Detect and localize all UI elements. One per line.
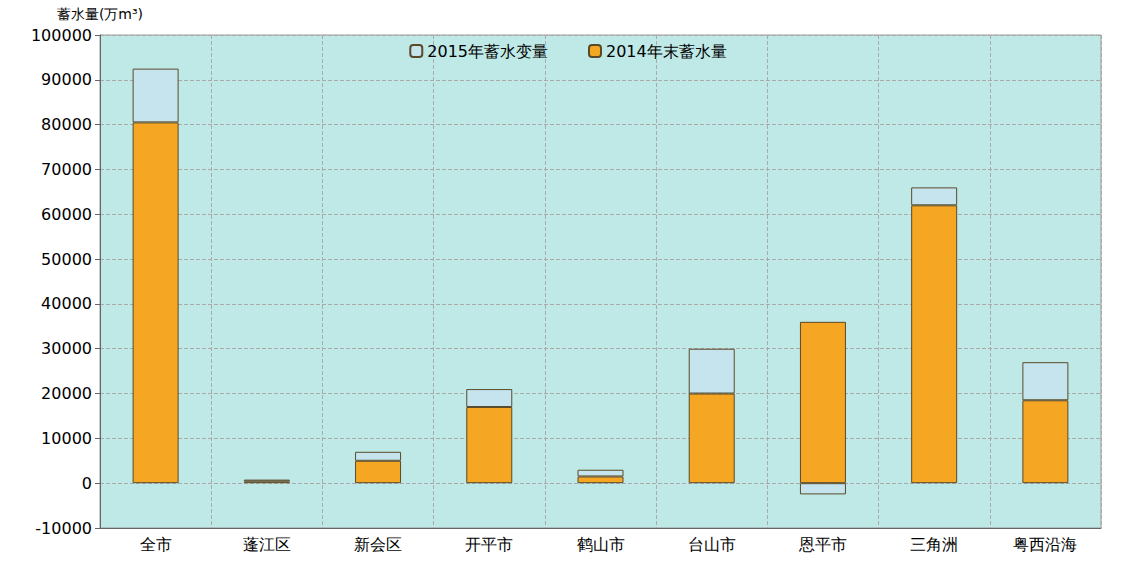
svg-text:40000: 40000 bbox=[41, 294, 92, 313]
svg-text:台山市: 台山市 bbox=[688, 535, 736, 554]
svg-text:60000: 60000 bbox=[41, 205, 92, 224]
svg-text:10000: 10000 bbox=[41, 429, 92, 448]
svg-text:30000: 30000 bbox=[41, 339, 92, 358]
svg-text:开平市: 开平市 bbox=[465, 535, 513, 554]
svg-text:三角洲: 三角洲 bbox=[910, 535, 958, 554]
svg-text:50000: 50000 bbox=[41, 250, 92, 269]
svg-text:恩平市: 恩平市 bbox=[798, 535, 847, 554]
svg-text:鹤山市: 鹤山市 bbox=[577, 535, 625, 554]
svg-text:蓄水量(万m³): 蓄水量(万m³) bbox=[57, 6, 143, 22]
svg-text:100000: 100000 bbox=[31, 26, 92, 45]
svg-text:0: 0 bbox=[82, 474, 92, 493]
svg-text:全市: 全市 bbox=[140, 535, 172, 554]
svg-text:80000: 80000 bbox=[41, 115, 92, 134]
svg-text:-10000: -10000 bbox=[35, 519, 92, 538]
svg-text:2014年末蓄水量: 2014年末蓄水量 bbox=[606, 42, 727, 61]
svg-text:70000: 70000 bbox=[41, 160, 92, 179]
svg-text:20000: 20000 bbox=[41, 384, 92, 403]
svg-text:90000: 90000 bbox=[41, 70, 92, 89]
svg-text:蓬江区: 蓬江区 bbox=[243, 535, 291, 554]
svg-text:2015年蓄水变量: 2015年蓄水变量 bbox=[427, 42, 548, 61]
svg-text:粤西沿海: 粤西沿海 bbox=[1013, 535, 1077, 554]
svg-text:新会区: 新会区 bbox=[354, 535, 402, 554]
